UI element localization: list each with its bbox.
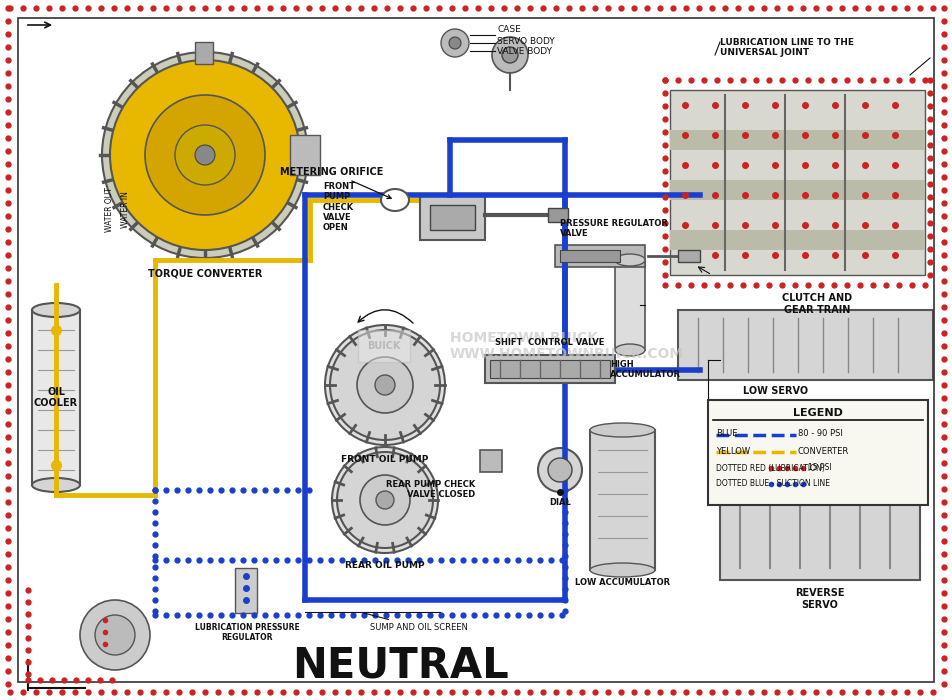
Circle shape [449, 37, 461, 49]
Text: LEGEND: LEGEND [793, 408, 843, 418]
Circle shape [502, 47, 518, 63]
Text: HIGH
ACCUMULATOR: HIGH ACCUMULATOR [610, 360, 681, 379]
Text: LUBRICATION LINE TO THE
UNIVERSAL JOINT: LUBRICATION LINE TO THE UNIVERSAL JOINT [720, 38, 854, 57]
Text: REVERSE
SERVO: REVERSE SERVO [795, 588, 844, 610]
Circle shape [80, 600, 150, 670]
Circle shape [330, 330, 440, 440]
Bar [490, 360, 610, 378]
Bar [615, 260, 645, 350]
Text: LOW ACCUMULATOR: LOW ACCUMULATOR [575, 578, 670, 587]
Circle shape [325, 325, 445, 445]
Text: NEUTRAL: NEUTRAL [291, 644, 508, 686]
Text: TORQUE CONVERTER: TORQUE CONVERTER [148, 268, 262, 278]
Text: REAR OIL PUMP: REAR OIL PUMP [346, 561, 425, 570]
Text: DOTTED BLUE - SUCTION LINE: DOTTED BLUE - SUCTION LINE [716, 480, 830, 489]
Bar [670, 180, 925, 200]
Ellipse shape [381, 189, 409, 211]
Circle shape [357, 357, 413, 413]
Text: METERING ORIFICE: METERING ORIFICE [280, 167, 391, 199]
Bar [720, 440, 920, 580]
Text: SHIFT  CONTROL VALVE: SHIFT CONTROL VALVE [495, 338, 605, 347]
Text: SUMP AND OIL SCREEN: SUMP AND OIL SCREEN [363, 612, 467, 632]
Bar [670, 90, 925, 275]
Text: HOMETOWN BUICK
WWW.HOMETOWNBUICK.COM: HOMETOWN BUICK WWW.HOMETOWNBUICK.COM [450, 331, 684, 361]
Circle shape [102, 52, 308, 258]
Text: FRONT
PUMP
CHECK
VALVE
OPEN: FRONT PUMP CHECK VALVE OPEN [323, 182, 355, 232]
Circle shape [492, 37, 528, 73]
Text: BUICK: BUICK [367, 341, 401, 351]
Text: WATER IN: WATER IN [121, 192, 129, 228]
Text: 15 PSI: 15 PSI [808, 463, 832, 473]
Bar [548, 208, 568, 222]
Ellipse shape [590, 423, 655, 437]
Text: VALVE BODY: VALVE BODY [497, 46, 552, 55]
Ellipse shape [615, 254, 645, 266]
Text: LOW SERVO: LOW SERVO [743, 386, 808, 396]
Bar [670, 230, 925, 250]
Text: 80 - 90 PSI: 80 - 90 PSI [798, 430, 843, 438]
Text: SERVO BODY: SERVO BODY [497, 36, 555, 46]
Circle shape [441, 29, 469, 57]
Circle shape [110, 60, 300, 250]
Bar [235, 568, 257, 613]
Bar [485, 355, 615, 383]
Circle shape [360, 475, 410, 525]
Ellipse shape [590, 563, 655, 577]
Text: FRONT OIL PUMP: FRONT OIL PUMP [342, 455, 428, 464]
Circle shape [548, 458, 572, 482]
Bar [678, 250, 700, 262]
Bar [678, 310, 933, 380]
Circle shape [175, 125, 235, 185]
Circle shape [332, 447, 438, 553]
Text: DIAL: DIAL [549, 498, 571, 507]
Bar [430, 205, 475, 230]
Circle shape [145, 95, 265, 215]
Bar [590, 430, 655, 570]
Circle shape [95, 615, 135, 655]
Bar [290, 135, 320, 175]
Text: REAR PUMP CHECK
VALVE CLOSED: REAR PUMP CHECK VALVE CLOSED [386, 480, 475, 499]
Bar [708, 400, 928, 505]
Text: CASE: CASE [497, 25, 521, 34]
Bar [670, 130, 925, 150]
Circle shape [195, 145, 215, 165]
Text: WATER OUT: WATER OUT [106, 188, 114, 232]
Bar [32, 310, 80, 485]
Text: LUBRICATION PRESSURE
REGULATOR: LUBRICATION PRESSURE REGULATOR [194, 623, 299, 643]
Text: CLUTCH AND
GEAR TRAIN: CLUTCH AND GEAR TRAIN [783, 293, 853, 314]
Ellipse shape [32, 478, 80, 492]
Bar [480, 450, 502, 472]
Circle shape [538, 448, 582, 492]
Text: YELLOW: YELLOW [716, 447, 750, 456]
Bar [420, 195, 485, 240]
Text: PRESSURE REGULATOR
VALVE: PRESSURE REGULATOR VALVE [560, 218, 668, 238]
Text: CONVERTER: CONVERTER [798, 447, 849, 456]
Bar [358, 330, 410, 362]
Ellipse shape [615, 344, 645, 356]
Text: DOTTED RED (LUBRICATION): DOTTED RED (LUBRICATION) [716, 463, 824, 473]
Bar [560, 250, 620, 262]
Bar [555, 245, 645, 267]
Circle shape [376, 491, 394, 509]
Text: OIL
COOLER: OIL COOLER [34, 386, 78, 408]
Circle shape [375, 375, 395, 395]
Circle shape [337, 452, 433, 548]
Ellipse shape [32, 303, 80, 317]
Bar [195, 42, 213, 64]
Text: BLUE: BLUE [716, 430, 738, 438]
